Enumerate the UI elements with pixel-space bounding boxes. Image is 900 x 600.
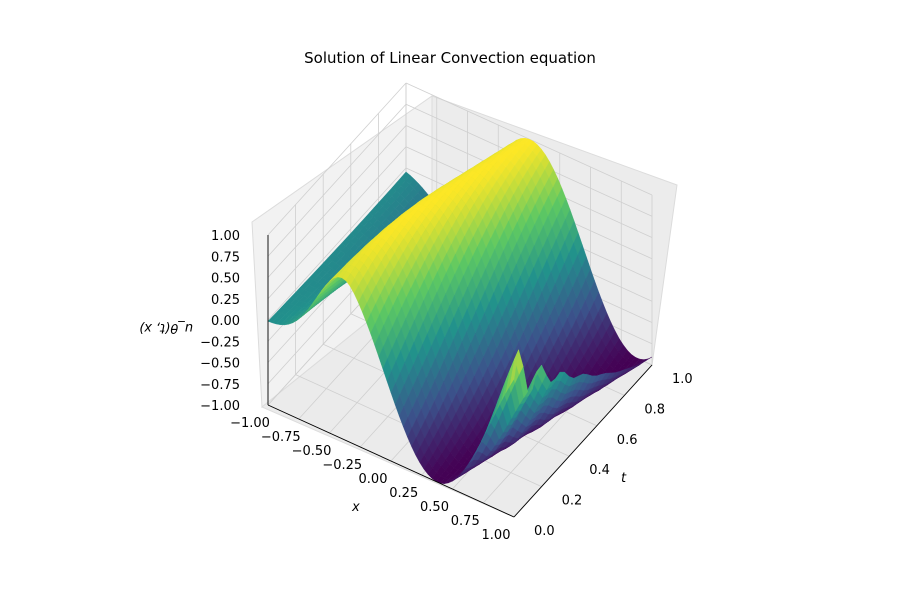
t-tick-label: 0.4	[589, 463, 610, 478]
x-axis-label: x	[351, 500, 360, 515]
z-tick-label: −1.00	[200, 399, 240, 414]
t-axis-line	[513, 364, 653, 518]
z-tick-label: 0.25	[211, 293, 240, 308]
x-tick-label: −1.00	[230, 416, 270, 431]
x-axis-line	[267, 404, 515, 518]
gridline-z-left	[267, 167, 407, 321]
x-tick-label: −0.25	[322, 458, 362, 473]
t-axis-label: t	[621, 471, 627, 486]
x-tick-label: 1.00	[482, 528, 511, 543]
x-tick-label: 0.25	[389, 486, 418, 501]
tick-labels: −1.00−0.75−0.50−0.250.000.250.500.751.00…	[200, 229, 693, 543]
z-tick-label: −0.75	[200, 378, 240, 393]
gridline-z-left	[267, 103, 407, 257]
gridline-z-left	[267, 82, 407, 236]
t-tick-label: 1.0	[672, 372, 693, 387]
z-tick-label: 0.75	[211, 250, 240, 265]
gridline-z-left	[267, 146, 407, 300]
x-tick-label: 0.50	[420, 500, 449, 515]
chart-title: Solution of Linear Convection equation	[304, 49, 596, 67]
axes	[267, 235, 653, 518]
surface-facet	[509, 349, 519, 386]
t-tick-label: 0.2	[562, 494, 583, 509]
gridline-z-left	[267, 125, 407, 278]
z-axis-label: u_θ(t, x)	[139, 320, 193, 335]
z-tick-label: −0.50	[200, 357, 240, 372]
x-tick-label: 0.00	[359, 472, 388, 487]
t-tick-label: 0.8	[644, 402, 665, 417]
z-tick-label: −0.25	[200, 335, 240, 350]
x-tick-label: 0.75	[451, 514, 480, 529]
t-tick-label: 0.0	[534, 524, 555, 539]
z-tick-label: 1.00	[211, 229, 240, 244]
t-tick-label: 0.6	[617, 433, 638, 448]
surface-mesh	[267, 137, 653, 485]
x-tick-label: −0.75	[261, 430, 301, 445]
z-tick-label: 0.50	[211, 272, 240, 287]
x-tick-label: −0.50	[292, 444, 332, 459]
z-tick-label: 0.00	[211, 314, 240, 329]
